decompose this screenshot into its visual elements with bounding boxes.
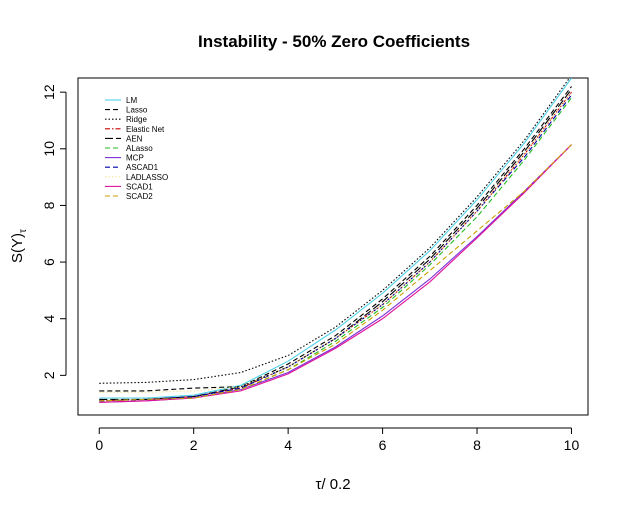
- legend-item: Elastic Net: [105, 125, 165, 134]
- chart-title: Instability - 50% Zero Coefficients: [198, 32, 470, 51]
- series-line-3: [99, 91, 572, 402]
- legend-item: AEN: [105, 134, 143, 143]
- legend-item: Ridge: [105, 115, 147, 124]
- y-tick-label: 6: [41, 258, 57, 266]
- y-axis: 2 4 6 8 10 12: [41, 84, 67, 379]
- legend-label: MCP: [126, 154, 144, 163]
- series-line-5: [99, 97, 572, 402]
- legend-label: SCAD1: [126, 182, 153, 191]
- legend-item: ASCAD1: [105, 163, 159, 172]
- legend-label: ASCAD1: [126, 163, 159, 172]
- legend-label: AEN: [126, 134, 143, 143]
- x-axis-label: τ/ 0.2: [315, 476, 350, 493]
- y-tick-label: 2: [41, 371, 57, 379]
- legend-label: ALasso: [126, 144, 153, 153]
- series-line-0: [99, 78, 572, 399]
- series-line-1: [99, 86, 572, 392]
- legend-label: LADLASSO: [126, 173, 168, 182]
- series-line-4: [99, 88, 572, 400]
- series-line-2: [99, 78, 571, 384]
- plot-area-frame: [77, 77, 589, 416]
- x-tick-label: 10: [564, 437, 580, 453]
- y-axis-label-subscript: τ: [18, 229, 29, 233]
- series-line-7: [99, 94, 572, 402]
- legend-label: Ridge: [126, 115, 147, 124]
- legend-item: Lasso: [105, 106, 148, 115]
- x-tick-label: 0: [95, 437, 103, 453]
- x-tick-label: 8: [473, 437, 481, 453]
- legend-label: Lasso: [126, 106, 148, 115]
- legend-label: Elastic Net: [126, 125, 165, 134]
- y-axis-label: S(Y)τ: [9, 229, 29, 263]
- legend-item: LM: [105, 96, 137, 105]
- legend-item: LADLASSO: [105, 173, 168, 182]
- y-axis-label-main: S(Y): [9, 233, 26, 263]
- y-tick-label: 4: [41, 315, 57, 323]
- legend-label: SCAD2: [126, 192, 153, 201]
- legend-item: SCAD1: [105, 182, 153, 191]
- series-layer: [99, 78, 572, 403]
- x-tick-label: 2: [190, 437, 198, 453]
- x-axis: 0 2 4 6 8 10: [95, 427, 580, 453]
- series-line-9: [99, 144, 572, 403]
- legend-item: SCAD2: [105, 192, 153, 201]
- y-tick-label: 10: [41, 141, 57, 157]
- series-line-10: [99, 144, 572, 402]
- x-tick-label: 6: [379, 437, 387, 453]
- y-tick-label: 8: [41, 201, 57, 209]
- legend-item: MCP: [105, 154, 144, 163]
- legend-label: LM: [126, 96, 137, 105]
- x-tick-label: 4: [284, 437, 292, 453]
- y-tick-label: 12: [41, 84, 57, 100]
- legend-item: ALasso: [105, 144, 153, 153]
